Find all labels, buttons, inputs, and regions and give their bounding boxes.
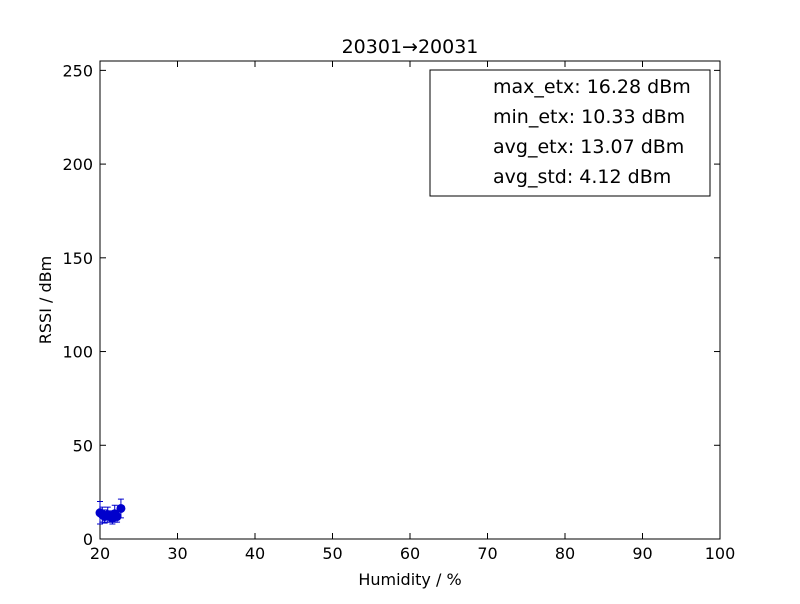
x-tick-label: 50 xyxy=(322,544,342,563)
x-tick-label: 40 xyxy=(245,544,265,563)
axis-ticks: 20 30 40 50 60 70 80 90 100 0 50 100 150 200 250 xyxy=(62,61,735,563)
x-tick-label: 60 xyxy=(400,544,420,563)
y-tick-label: 200 xyxy=(62,155,93,174)
x-tick-label: 30 xyxy=(167,544,187,563)
data-point xyxy=(116,503,126,513)
legend: max_etx: 16.28 dBm min_etx: 10.33 dBm av… xyxy=(429,69,711,197)
x-tick-label: 100 xyxy=(705,544,736,563)
legend-entry-avg-std: avg_std: 4.12 dBm xyxy=(493,166,671,188)
legend-entry-max-etx: max_etx: 16.28 dBm xyxy=(493,76,691,98)
x-tick-label: 80 xyxy=(555,544,575,563)
x-tick-label: 20 xyxy=(90,544,110,563)
legend-entry-avg-etx: avg_etx: 13.07 dBm xyxy=(493,136,684,158)
y-tick-label: 150 xyxy=(62,249,93,268)
y-tick-label: 50 xyxy=(73,436,93,455)
y-tick-label: 100 xyxy=(62,343,93,362)
x-tick-label: 70 xyxy=(477,544,497,563)
data-point xyxy=(112,512,122,522)
legend-entry-min-etx: min_etx: 10.33 dBm xyxy=(493,106,685,128)
x-tick-label: 90 xyxy=(632,544,652,563)
x-axis-label: Humidity / % xyxy=(358,570,461,589)
y-tick-label: 0 xyxy=(83,530,93,549)
y-axis-label: RSSI / dBm xyxy=(36,256,55,344)
legend-box xyxy=(429,69,711,197)
data-layer xyxy=(95,498,126,525)
chart-title: 20301→20031 xyxy=(342,36,479,58)
y-tick-label: 250 xyxy=(62,61,93,80)
